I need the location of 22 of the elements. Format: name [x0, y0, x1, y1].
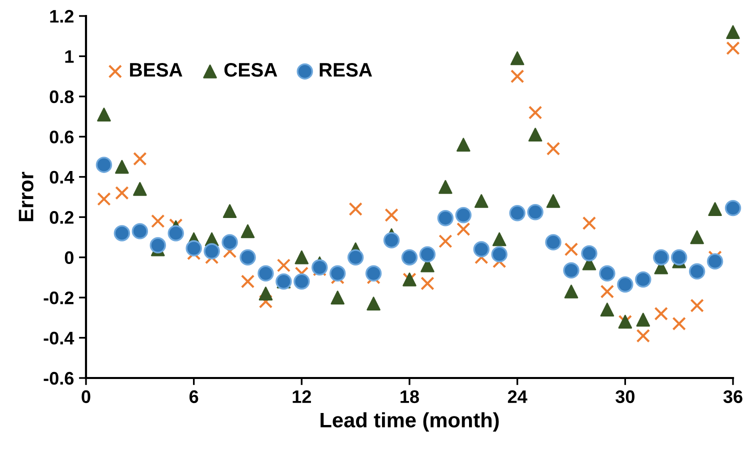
- y-tick-label: -0.2: [44, 291, 74, 304]
- x-tick-label: 0: [82, 390, 90, 404]
- legend-label: CESA: [224, 62, 278, 77]
- y-tick-label: -0.6: [44, 372, 74, 385]
- y-tick-label: 1: [65, 50, 74, 63]
- y-axis-title: Error: [18, 172, 34, 222]
- x-tick-label: 24: [508, 390, 528, 403]
- y-tick-label: 0.6: [50, 130, 74, 144]
- x-tick-label: 36: [723, 390, 742, 404]
- x-tick-label: 6: [189, 390, 198, 404]
- legend-label: RESA: [320, 62, 372, 77]
- y-tick-label: 0: [64, 251, 74, 264]
- legend-label: BESA: [130, 62, 182, 77]
- y-tick-label: 0.2: [50, 211, 74, 224]
- x-tick-label: 12: [292, 390, 311, 403]
- y-tick-label: 1.2: [50, 10, 74, 23]
- y-tick-label: -0.4: [44, 332, 74, 344]
- x-tick-label: 18: [400, 390, 419, 404]
- x-axis-title: Lead time (month): [320, 412, 499, 432]
- y-tick-label: 0.4: [50, 170, 74, 184]
- x-tick-label: 30: [616, 390, 634, 404]
- y-tick-label: 0.8: [50, 90, 74, 104]
